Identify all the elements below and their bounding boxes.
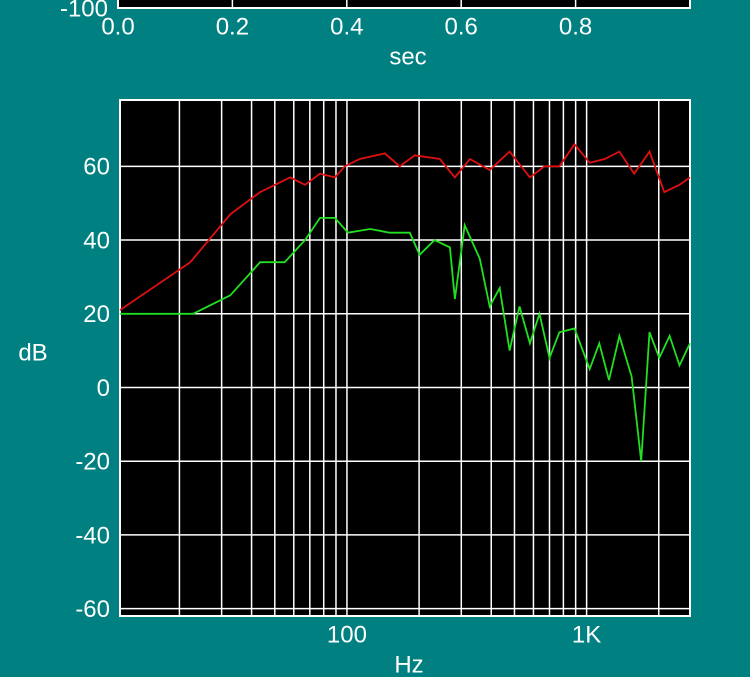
x-tick-label: 0.2 (216, 13, 249, 40)
y-tick-label: -20 (75, 449, 110, 476)
y-tick-label: -100 (60, 0, 108, 22)
x-tick-label: 0.0 (101, 13, 134, 40)
plot-frame (119, 99, 691, 617)
x-tick-label: 0.8 (559, 13, 592, 40)
y-tick-label: 0 (97, 375, 110, 402)
x-axis-label: sec (389, 43, 426, 70)
x-tick-label: 1K (572, 621, 601, 648)
plot-area (118, 0, 690, 8)
y-tick-label: 60 (83, 154, 110, 181)
x-axis-label: Hz (394, 651, 423, 677)
plot-area (120, 100, 690, 616)
y-tick-label: -60 (75, 596, 110, 623)
series-line (119, 142, 691, 311)
plot-frame (117, 0, 691, 9)
x-tick-label: 100 (327, 621, 367, 648)
x-tick-label: 0.6 (445, 13, 478, 40)
x-tick-label: 0.4 (330, 13, 363, 40)
y-tick-label: 40 (83, 227, 110, 254)
y-tick-label: 20 (83, 301, 110, 328)
series-line (120, 217, 691, 462)
y-tick-label: -40 (75, 522, 110, 549)
y-axis-label: dB (18, 339, 47, 366)
